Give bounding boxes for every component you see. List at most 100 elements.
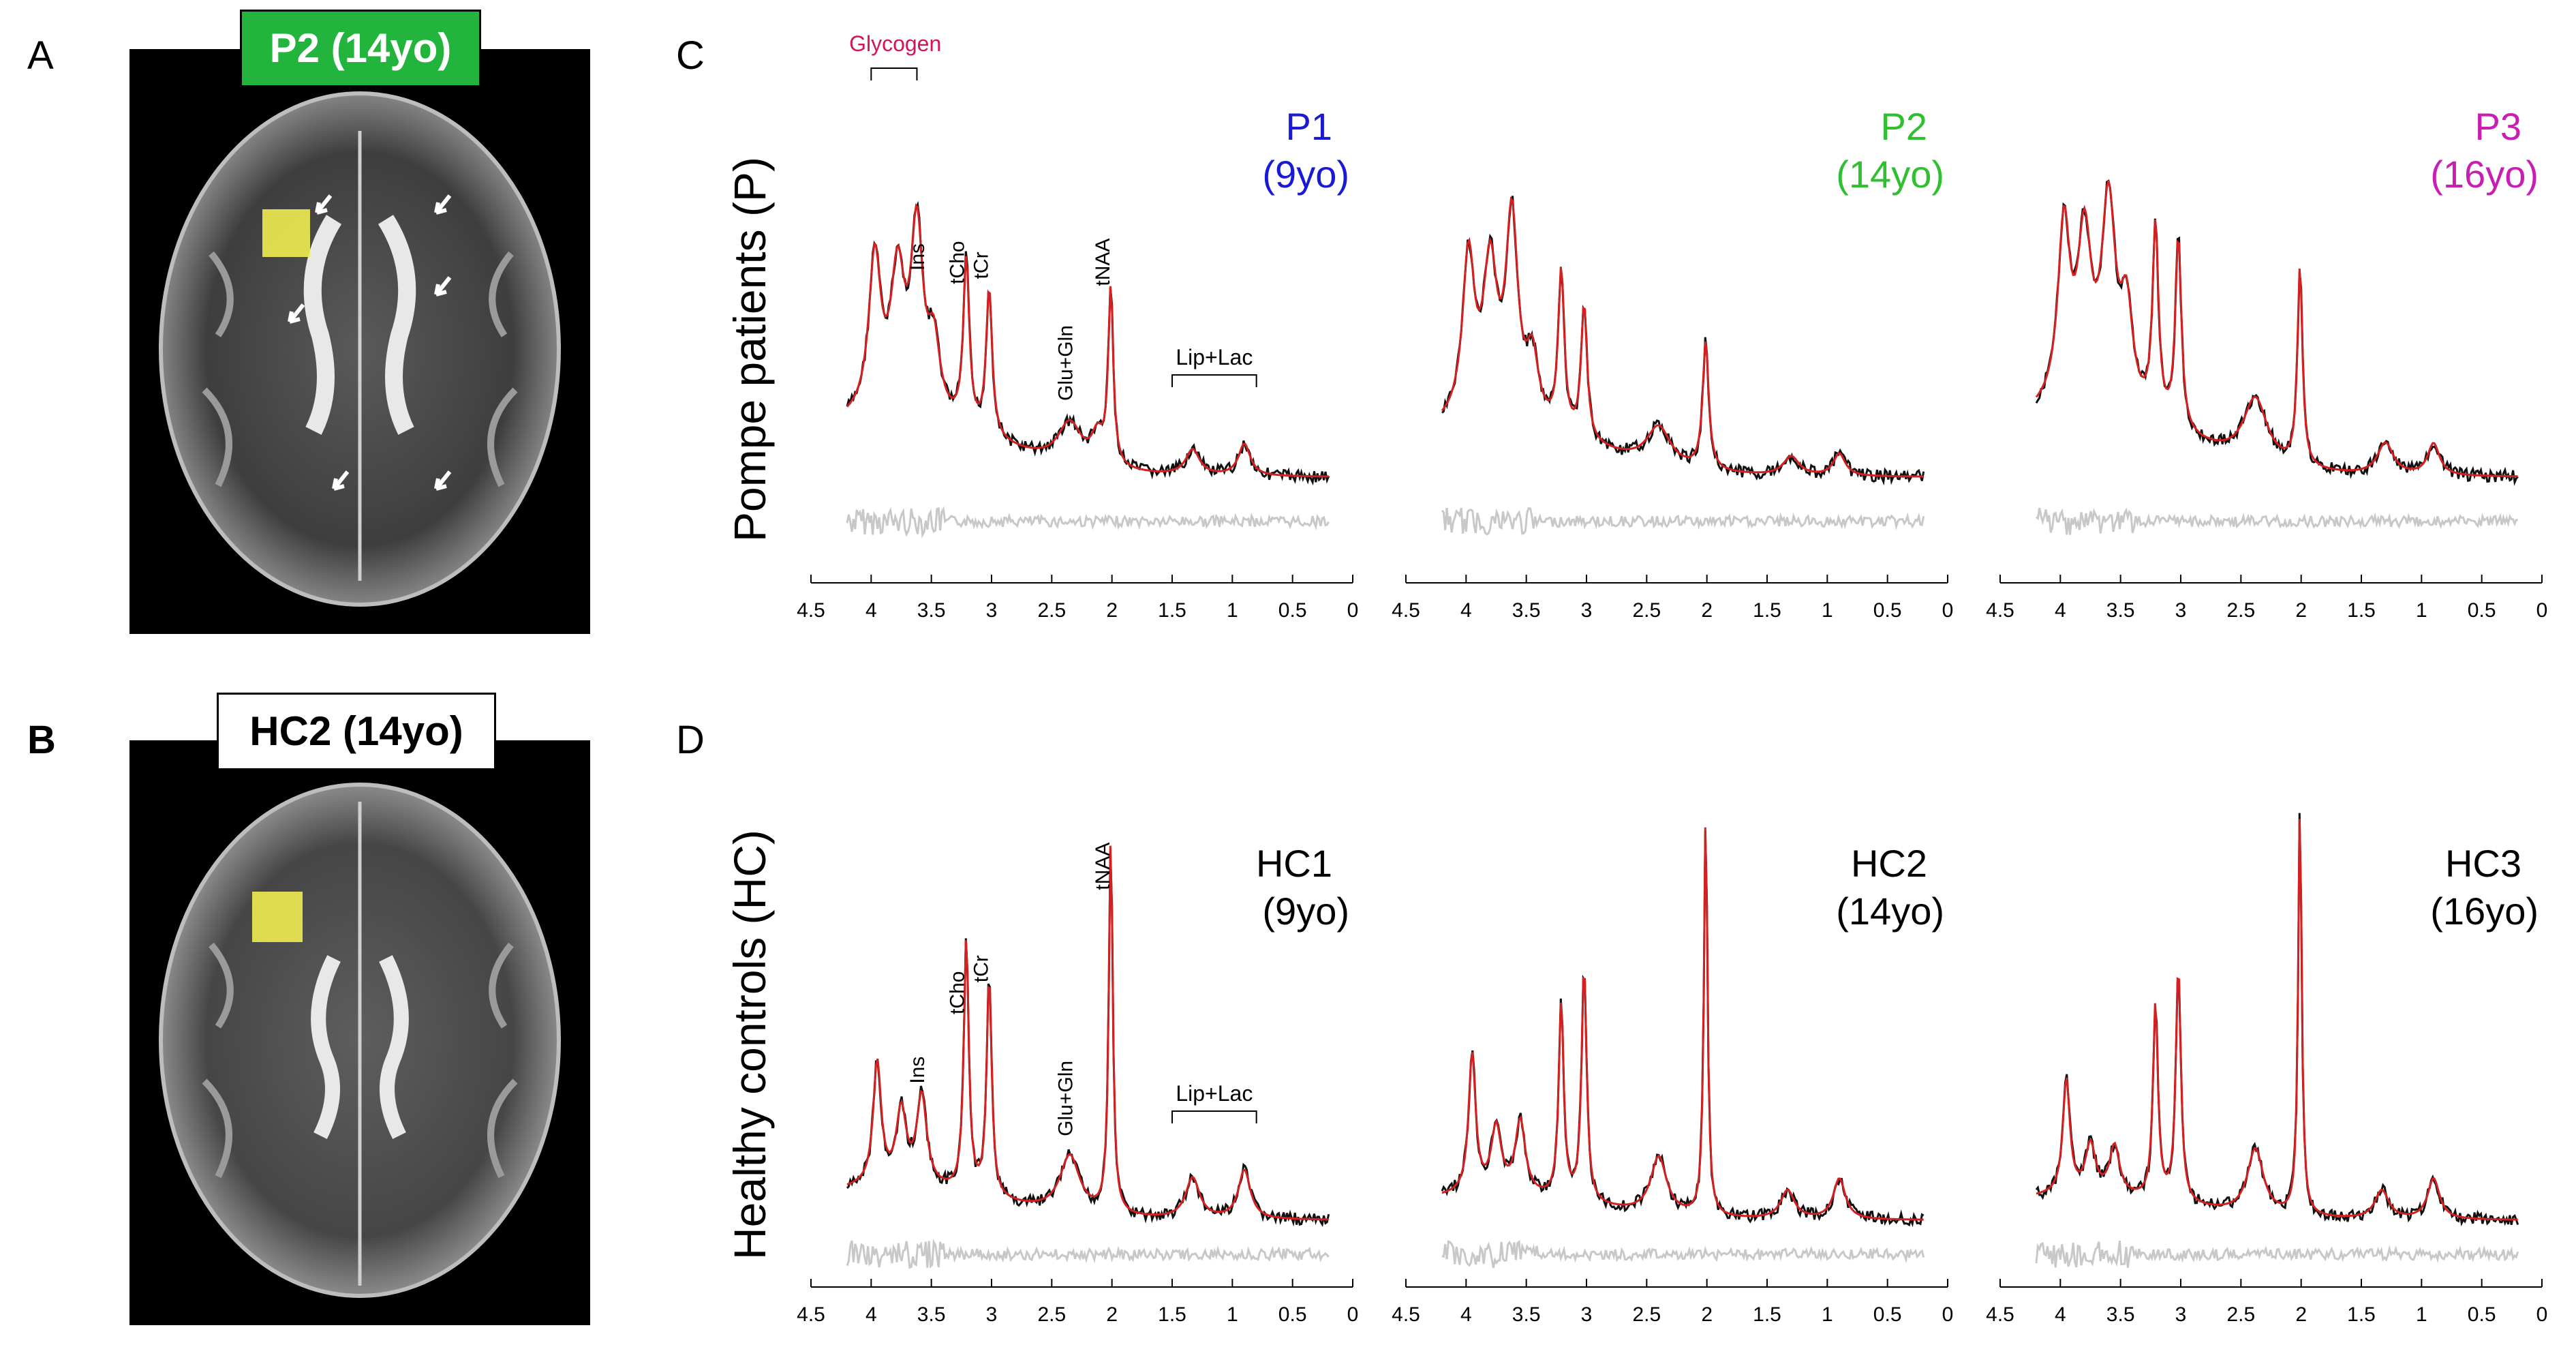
spectrum-title: P2 — [1881, 105, 1928, 148]
x-tick-label: 2 — [1106, 1303, 1118, 1326]
x-tick-label: 0 — [1942, 1303, 1954, 1326]
panel-letter-a: A — [27, 33, 54, 78]
x-tick-label: 4 — [865, 599, 877, 622]
spectrum-subtitle: (16yo) — [2430, 153, 2539, 196]
residual-line — [846, 506, 1330, 539]
fit-line — [1441, 196, 1924, 478]
peak-label: Ins — [906, 243, 929, 271]
peak-label: tCho — [946, 971, 968, 1014]
x-tick-label: 2.5 — [1632, 599, 1661, 622]
x-tick-label: 3 — [1581, 1303, 1593, 1326]
spectrum-plot-p2: 4.5 4 3.5 3 2.5 2 1.5 1 0.5 0 P2 (14yo) — [1392, 105, 1953, 622]
fit-line — [2035, 180, 2518, 478]
x-tick-label: 0 — [1347, 599, 1359, 622]
spectrum-subtitle: (9yo) — [1262, 890, 1349, 933]
spectrum-line — [846, 851, 1330, 1227]
x-tick-label: 0 — [1942, 599, 1954, 622]
lip-lac-label: Lip+Lac — [1176, 345, 1253, 369]
x-tick-label: 3 — [986, 1303, 998, 1326]
peak-label: tCho — [946, 241, 968, 284]
panel-letter-b: B — [27, 718, 56, 762]
spectrum-title: HC1 — [1256, 842, 1332, 885]
x-tick-label: 1 — [1227, 1303, 1238, 1326]
patient-image-label: P2 (14yo) — [240, 10, 481, 87]
x-tick-label: 4.5 — [1392, 1303, 1420, 1326]
control-image-label: HC2 (14yo) — [217, 693, 496, 770]
x-tick-label: 3.5 — [1512, 1303, 1541, 1326]
x-tick-label: 1.5 — [1753, 599, 1781, 622]
spectrum-subtitle: (14yo) — [1836, 890, 1944, 933]
voxel-marker-control — [252, 892, 303, 942]
x-tick-label: 3.5 — [917, 1303, 946, 1326]
peak-label: Ins — [906, 1057, 929, 1084]
x-tick-label: 2.5 — [2226, 1303, 2255, 1326]
x-tick-label: 4 — [1460, 1303, 1472, 1326]
x-tick-label: 3 — [1581, 599, 1593, 622]
x-tick-label: 3 — [2175, 599, 2187, 622]
x-tick-label: 4 — [2055, 599, 2066, 622]
spectrum-plot-p3: 4.5 4 3.5 3 2.5 2 1.5 1 0.5 0 P3 (16yo) — [1986, 105, 2547, 622]
spectrum-title: P1 — [1286, 105, 1333, 148]
x-tick-label: 4 — [1460, 599, 1472, 622]
spectrum-plot-hc3: 4.5 4 3.5 3 2.5 2 1.5 1 0.5 0 HC3 (16yo) — [1986, 813, 2547, 1326]
x-tick-label: 1 — [2416, 1303, 2427, 1326]
lip-lac-bracket — [1171, 1110, 1257, 1123]
x-tick-label: 4.5 — [797, 1303, 825, 1326]
spectrum-subtitle: (16yo) — [2430, 890, 2539, 933]
spectrum-line — [1441, 196, 1925, 486]
glycogen-bracket — [870, 67, 918, 80]
x-tick-label: 3 — [986, 599, 998, 622]
x-tick-label: 4 — [865, 1303, 877, 1326]
x-tick-label: 2.5 — [1037, 1303, 1066, 1326]
fit-line — [1441, 827, 1924, 1221]
x-tick-label: 1.5 — [1753, 1303, 1781, 1326]
glycogen-label: Glycogen — [849, 31, 941, 56]
panel-letter-d: D — [676, 718, 705, 762]
peak-label: Glu+Gln — [1054, 325, 1077, 401]
x-tick-label: 1 — [1227, 599, 1238, 622]
x-tick-label: 0.5 — [1873, 599, 1902, 622]
fit-line — [846, 203, 1329, 478]
spectrum-line — [2035, 179, 2519, 486]
mri-image-control — [129, 740, 590, 1325]
peak-label: Glu+Gln — [1054, 1061, 1077, 1136]
x-tick-label: 0.5 — [2468, 1303, 2496, 1326]
x-tick-label: 4.5 — [1392, 599, 1420, 622]
x-tick-label: 0.5 — [1873, 1303, 1902, 1326]
x-tick-label: 2 — [2295, 1303, 2307, 1326]
x-tick-label: 0.5 — [2468, 599, 2496, 622]
x-tick-label: 0 — [2536, 599, 2548, 622]
x-tick-label: 2 — [1701, 599, 1713, 622]
spectrum-title: HC2 — [1851, 842, 1927, 885]
voxel-marker-patient — [262, 209, 310, 257]
lip-lac-label: Lip+Lac — [1176, 1081, 1253, 1106]
x-tick-label: 3.5 — [2106, 1303, 2135, 1326]
x-tick-label: 2.5 — [1037, 599, 1066, 622]
peak-label: tNAA — [1092, 843, 1114, 890]
x-tick-label: 3.5 — [2106, 599, 2135, 622]
x-tick-label: 1 — [1822, 599, 1833, 622]
residual-line — [1441, 1239, 1925, 1269]
x-tick-label: 0.5 — [1278, 1303, 1307, 1326]
spectrum-title: HC3 — [2445, 842, 2521, 885]
residual-line — [2036, 507, 2518, 535]
spectrum-subtitle: (14yo) — [1836, 153, 1944, 196]
spectrum-title: P3 — [2475, 105, 2522, 148]
x-tick-label: 0 — [1347, 1303, 1359, 1326]
residual-line — [2035, 1241, 2519, 1269]
fit-line — [846, 845, 1329, 1221]
x-tick-label: 2 — [1701, 1303, 1713, 1326]
x-tick-label: 1.5 — [1158, 599, 1186, 622]
peak-label: tCr — [970, 252, 993, 279]
x-tick-label: 2.5 — [2226, 599, 2255, 622]
x-tick-label: 1.5 — [2347, 1303, 2376, 1326]
x-tick-label: 1.5 — [1158, 1303, 1186, 1326]
x-tick-label: 0 — [2536, 1303, 2548, 1326]
x-tick-label: 2.5 — [1632, 1303, 1661, 1326]
x-tick-label: 3.5 — [917, 599, 946, 622]
x-tick-label: 3 — [2175, 1303, 2187, 1326]
x-tick-label: 1 — [1822, 1303, 1833, 1326]
spectrum-subtitle: (9yo) — [1262, 153, 1349, 196]
